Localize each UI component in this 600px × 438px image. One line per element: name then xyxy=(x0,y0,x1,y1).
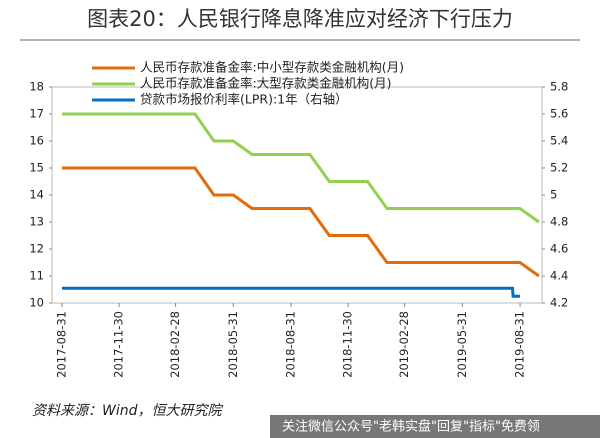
y-tick-label: 11 xyxy=(29,269,44,283)
y-tick-label: 18 xyxy=(29,80,44,94)
series-line xyxy=(62,166,540,278)
x-tick-label: 2018-05-31 xyxy=(226,311,240,378)
legend-label: 人民币存款准备金率:大型存款类金融机构(月) xyxy=(140,76,391,91)
y-tick-label: 16 xyxy=(29,134,44,148)
x-tick-label: 2018-02-28 xyxy=(168,311,182,378)
y2-tick-label: 5.4 xyxy=(550,134,568,148)
chart-title: 图表20：人民银行降息降准应对经济下行压力 xyxy=(87,7,513,31)
x-tick-label: 2019-05-31 xyxy=(455,311,469,378)
y2-tick-label: 4.2 xyxy=(550,296,568,310)
x-tick-label: 2018-11-30 xyxy=(341,311,355,378)
x-tick-label: 2018-08-31 xyxy=(284,311,298,378)
y-tick-label: 13 xyxy=(29,215,44,229)
y2-tick-label: 4.8 xyxy=(550,215,568,229)
watermark: 关注微信公众号"老韩实盘"回复"指标"免费领 xyxy=(282,419,540,435)
y2-tick-label: 5 xyxy=(550,188,557,202)
y-tick-label: 15 xyxy=(29,161,44,175)
series-line xyxy=(62,112,540,224)
plot-frame xyxy=(51,86,543,304)
y-tick-label: 10 xyxy=(29,296,44,310)
series-line xyxy=(62,286,520,298)
y2-tick-label: 4.6 xyxy=(550,242,568,256)
watermark-bg xyxy=(270,415,600,438)
x-tick-label: 2019-02-28 xyxy=(397,311,411,378)
x-tick-label: 2017-08-31 xyxy=(55,311,69,378)
y2-tick-label: 5.8 xyxy=(550,80,568,94)
y2-tick-label: 4.4 xyxy=(550,269,568,283)
source: 资料来源：Wind，恒大研究院 xyxy=(32,403,223,419)
y-tick-label: 12 xyxy=(29,242,44,256)
x-tick-label: 2017-11-30 xyxy=(112,311,126,378)
y2-tick-label: 5.6 xyxy=(550,107,568,121)
y2-tick-label: 5.2 xyxy=(550,161,568,175)
y-tick-label: 14 xyxy=(29,188,44,202)
legend-label: 贷款市场报价利率(LPR):1年（右轴） xyxy=(140,92,348,107)
legend-label: 人民币存款准备金率:中小型存款类金融机构(月) xyxy=(140,60,404,75)
y-tick-label: 17 xyxy=(29,107,44,121)
x-tick-label: 2019-08-31 xyxy=(513,311,527,378)
